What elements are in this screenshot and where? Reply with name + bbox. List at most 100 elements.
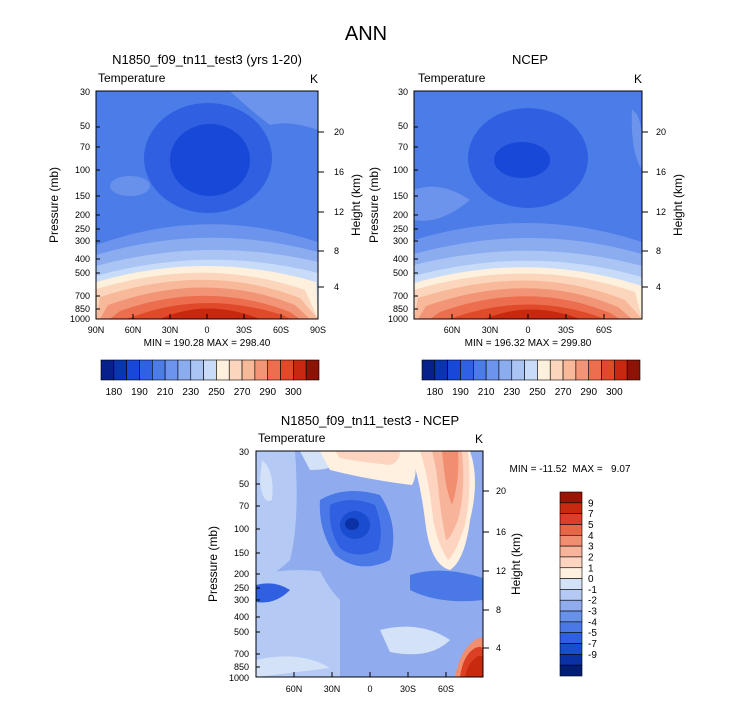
colorbar-swatch — [203, 359, 217, 381]
height-tick: 20 — [656, 127, 666, 137]
pressure-tick: 50 — [239, 479, 249, 489]
colorbar-swatch — [293, 359, 307, 381]
pressure-tick: 300 — [75, 236, 90, 246]
colorbar-swatch — [447, 359, 461, 381]
height-tick: 16 — [496, 527, 506, 537]
lat-tick: 0 — [367, 684, 372, 694]
model-ylabel: Pressure (mb) — [47, 167, 61, 243]
colorbar-tick-label: 190 — [452, 387, 469, 398]
colorbar-tick-label: 210 — [478, 387, 495, 398]
colorbar-tick-label: 180 — [426, 387, 443, 398]
colorbar-tick-label: -9 — [588, 650, 597, 661]
colorbar-swatch — [472, 359, 487, 381]
obs-title: NCEP — [512, 52, 548, 67]
colorbar-tick-label: -1 — [588, 585, 597, 596]
diff-stats: MIN = -11.52 MAX = 9.07 — [510, 464, 631, 475]
lat-tick: 30N — [162, 325, 179, 335]
colorbar-tick-label: 2 — [588, 552, 594, 563]
obs-pressure-tick-labels: 30 50 70 100 150 200 250 300 400 500 700… — [388, 87, 408, 324]
height-tick: 8 — [656, 246, 661, 256]
colorbar-swatch — [559, 524, 583, 536]
height-tick: 12 — [334, 207, 344, 217]
diff-ticks: 30 50 70 100 150 200 250 300 400 500 700… — [229, 447, 506, 694]
pressure-tick: 250 — [75, 224, 90, 234]
height-tick: 8 — [334, 246, 339, 256]
pressure-tick: 300 — [234, 595, 249, 605]
lat-tick: 60S — [438, 684, 454, 694]
colorbar-swatch — [267, 359, 281, 381]
model-ticks: 30 50 70 100 150 200 250 300 400 500 700… — [70, 87, 344, 335]
colorbar-swatch — [562, 359, 577, 381]
colorbar-swatch — [126, 359, 140, 381]
colorbar-swatch — [559, 589, 583, 601]
colorbar-swatch — [559, 491, 583, 504]
colorbar-tick-label: 300 — [285, 387, 302, 398]
pressure-tick: 30 — [80, 87, 90, 97]
pressure-tick: 500 — [234, 627, 249, 637]
diff-contour-field — [256, 451, 483, 677]
pressure-tick: 850 — [75, 304, 90, 314]
model-contour-field — [96, 91, 318, 319]
obs-stats: MIN = 196.32 MAX = 299.80 — [465, 338, 592, 349]
pressure-tick: 70 — [80, 142, 90, 152]
colorbar-swatch — [254, 359, 269, 381]
colorbar-tick-label: 270 — [234, 387, 251, 398]
colorbar-swatch — [151, 359, 166, 381]
height-tick: 12 — [496, 566, 506, 576]
obs-panel: NCEP Temperature K 30 50 70 — [367, 52, 685, 398]
pressure-tick: 700 — [393, 291, 408, 301]
model-pressure-tick-labels: 30 50 70 100 150 200 250 300 400 500 700… — [70, 87, 90, 324]
pressure-tick: 200 — [393, 210, 408, 220]
colorbar-tick-label: 1 — [588, 563, 594, 574]
height-tick: 16 — [656, 167, 666, 177]
figure-title: ANN — [345, 23, 387, 45]
colorbar-swatch — [511, 359, 525, 381]
pressure-tick: 850 — [234, 662, 249, 672]
obs-lat-tick-labels: 60N 30N 0 30S 60S — [444, 325, 612, 335]
pressure-tick: 200 — [234, 569, 249, 579]
height-tick: 8 — [496, 605, 501, 615]
colorbar-swatch — [524, 359, 538, 381]
colorbar-tick-label: 180 — [105, 387, 122, 398]
diff-panel: N1850_f09_tn11_test3 - NCEP Temperature … — [206, 413, 631, 694]
diff-y2label: Height (km) — [509, 533, 523, 595]
colorbar-swatch — [113, 359, 127, 381]
colorbar-swatch — [559, 545, 583, 558]
lat-tick: 30S — [236, 325, 252, 335]
colorbar-swatch — [614, 359, 628, 381]
pressure-tick: 30 — [398, 87, 408, 97]
model-colorbar: 180 190 210 230 250 270 290 300 — [100, 359, 320, 398]
obs-colorbar: 180 190 210 230 250 270 290 300 — [421, 359, 641, 398]
colorbar-tick-label: 250 — [208, 387, 225, 398]
colorbar-tick-label: 4 — [588, 531, 594, 542]
pressure-tick: 100 — [234, 524, 249, 534]
colorbar-tick-label: 230 — [503, 387, 520, 398]
pressure-tick: 850 — [393, 304, 408, 314]
pressure-tick: 400 — [393, 254, 408, 264]
colorbar-swatch — [559, 599, 583, 612]
model-tick-marks — [96, 126, 324, 319]
obs-contour-field — [414, 91, 642, 319]
pressure-tick: 150 — [75, 191, 90, 201]
colorbar-swatch — [549, 359, 564, 381]
colorbar-tick-label: 190 — [131, 387, 148, 398]
colorbar-tick-label: 5 — [588, 520, 594, 531]
height-tick: 20 — [334, 127, 344, 137]
lat-tick: 60S — [596, 325, 612, 335]
pressure-tick: 150 — [393, 191, 408, 201]
lat-tick: 30N — [324, 684, 341, 694]
pressure-tick: 1000 — [229, 673, 249, 683]
model-height-tick-labels: 4 8 12 16 20 — [334, 127, 344, 292]
pressure-tick: 400 — [234, 612, 249, 622]
pressure-tick: 200 — [75, 210, 90, 220]
colorbar-tick-label: 3 — [588, 542, 594, 553]
colorbar-tick-label: -2 — [588, 596, 597, 607]
pressure-tick: 150 — [234, 548, 249, 558]
colorbar-tick-label: -5 — [588, 628, 597, 639]
model-y2label: Height (km) — [349, 174, 363, 236]
lat-tick: 90N — [88, 325, 105, 335]
colorbar-swatch — [559, 654, 583, 666]
colorbar-tick-label: 290 — [259, 387, 276, 398]
